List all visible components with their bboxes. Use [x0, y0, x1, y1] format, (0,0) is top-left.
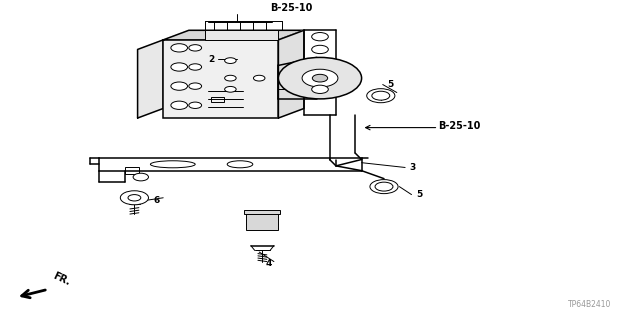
Text: 2: 2 — [208, 55, 214, 63]
Circle shape — [171, 44, 188, 52]
Polygon shape — [138, 40, 163, 118]
Circle shape — [375, 182, 393, 191]
Circle shape — [171, 82, 188, 90]
Ellipse shape — [227, 161, 253, 168]
Text: B-25-10: B-25-10 — [270, 3, 312, 13]
Ellipse shape — [150, 161, 195, 168]
Circle shape — [253, 75, 265, 81]
Text: 3: 3 — [410, 163, 416, 172]
Text: 5: 5 — [387, 80, 394, 89]
Circle shape — [278, 57, 362, 99]
Text: 1: 1 — [266, 220, 272, 229]
Circle shape — [372, 91, 390, 100]
Bar — [205, 30, 278, 40]
Circle shape — [312, 45, 328, 54]
Circle shape — [171, 101, 188, 109]
Circle shape — [120, 191, 148, 205]
Text: TP64B2410: TP64B2410 — [568, 300, 611, 309]
Text: 5: 5 — [416, 190, 422, 199]
Circle shape — [171, 63, 188, 71]
Text: 4: 4 — [266, 259, 272, 268]
Circle shape — [225, 86, 236, 92]
Bar — [163, 40, 278, 118]
Circle shape — [312, 33, 328, 41]
Text: FR.: FR. — [51, 271, 72, 288]
Text: 6: 6 — [154, 197, 160, 205]
Text: B-25-10: B-25-10 — [438, 121, 481, 131]
Polygon shape — [278, 30, 304, 118]
Circle shape — [312, 74, 328, 82]
Circle shape — [189, 64, 202, 70]
Bar — [244, 210, 280, 214]
Circle shape — [133, 173, 148, 181]
Circle shape — [189, 83, 202, 89]
Circle shape — [225, 75, 236, 81]
Bar — [246, 214, 278, 230]
Polygon shape — [163, 30, 304, 40]
Circle shape — [312, 85, 328, 93]
Circle shape — [189, 45, 202, 51]
Circle shape — [302, 69, 338, 87]
Circle shape — [189, 102, 202, 108]
Bar — [211, 97, 224, 102]
Circle shape — [225, 58, 236, 63]
Bar — [125, 167, 139, 174]
